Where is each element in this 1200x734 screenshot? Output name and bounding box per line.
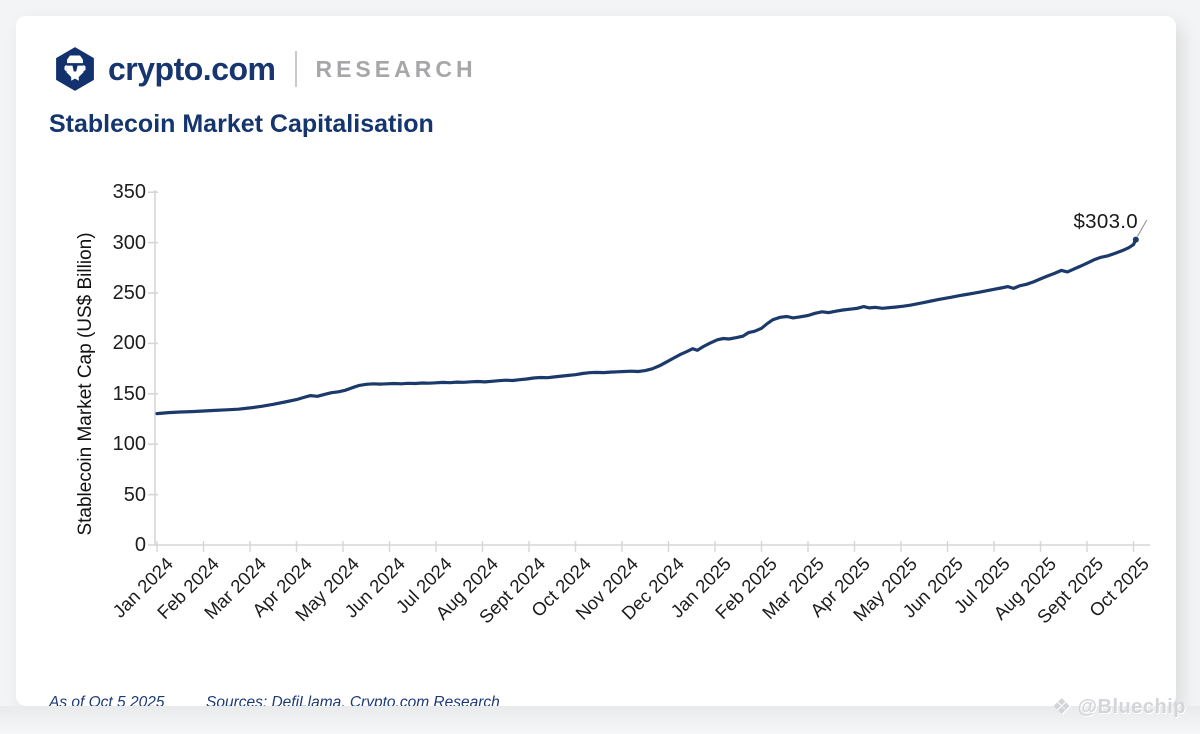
brand-divider bbox=[295, 51, 298, 87]
end-value-annotation: $303.0 bbox=[1073, 210, 1138, 233]
y-tick-label: 350 bbox=[112, 181, 146, 204]
brand-header: crypto.com RESEARCH bbox=[54, 46, 477, 92]
watermark: ❖ @Bluechip bbox=[1052, 694, 1186, 720]
crypto-com-logo-icon bbox=[56, 47, 94, 91]
y-tick-label: 200 bbox=[112, 332, 146, 355]
y-tick-label: 250 bbox=[112, 282, 146, 304]
y-tick-label: 150 bbox=[112, 382, 146, 405]
bottom-strip bbox=[0, 706, 1200, 734]
y-tick-label: 0 bbox=[134, 534, 146, 556]
y-tick-label: 100 bbox=[112, 433, 146, 456]
y-tick-label: 50 bbox=[123, 483, 146, 506]
brand-research-label: RESEARCH bbox=[315, 55, 477, 82]
y-tick-label: 300 bbox=[112, 231, 146, 254]
page-title: Stablecoin Market Capitalisation bbox=[49, 110, 434, 138]
diamond-icon: ❖ bbox=[1051, 694, 1072, 719]
brand-wordmark: crypto.com bbox=[108, 50, 276, 87]
watermark-label: @Bluechip bbox=[1077, 695, 1186, 718]
